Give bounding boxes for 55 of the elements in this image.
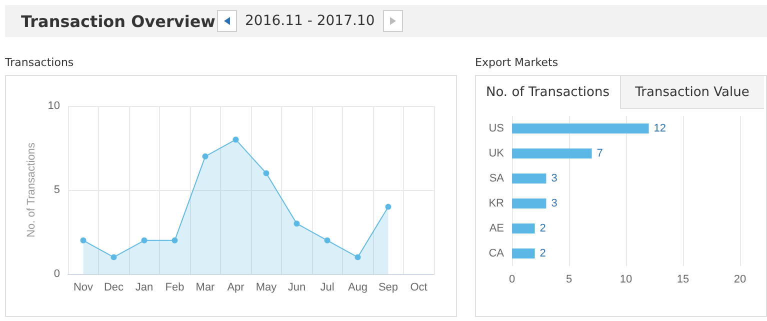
chart-title: Export Markets bbox=[475, 56, 558, 69]
bar bbox=[512, 248, 535, 258]
text: 2016.11 - 2017.10 bbox=[245, 13, 375, 29]
x-tick-label: 20 bbox=[734, 274, 746, 286]
data-label: 7 bbox=[596, 148, 603, 160]
x-tick-label: 10 bbox=[620, 274, 632, 286]
point bbox=[385, 204, 392, 210]
x-tick-label: Oct bbox=[410, 282, 428, 294]
x-tick-label: 5 bbox=[566, 274, 572, 286]
bar bbox=[512, 174, 546, 184]
x-tick-label: Dec bbox=[104, 282, 124, 294]
point bbox=[141, 237, 148, 244]
data-label: 3 bbox=[551, 172, 558, 184]
bar bbox=[512, 224, 535, 234]
point bbox=[294, 220, 300, 227]
point bbox=[232, 136, 239, 143]
y-tick-label: CA bbox=[488, 248, 505, 260]
point bbox=[172, 237, 178, 244]
data-label: 3 bbox=[551, 198, 558, 210]
point bbox=[202, 153, 208, 160]
point bbox=[80, 237, 86, 244]
data-label: 2 bbox=[540, 248, 546, 260]
y-tick-label: UK bbox=[488, 148, 505, 160]
y-tick-label: KR bbox=[488, 198, 504, 210]
x-tick-label: Feb bbox=[165, 282, 184, 294]
text: No. of Transactions bbox=[484, 84, 611, 102]
x-tick-label: Sep bbox=[378, 282, 398, 294]
x-tick-label: Nov bbox=[73, 282, 94, 294]
point bbox=[263, 170, 270, 176]
y-tick-label: SA bbox=[489, 172, 505, 184]
bar bbox=[512, 198, 546, 208]
x-tick-label: Mar bbox=[196, 282, 216, 294]
x-tick-label: Jun bbox=[288, 282, 306, 294]
y-axis-title: No. of Transactions bbox=[25, 142, 38, 238]
chart-title: Transactions bbox=[5, 56, 74, 69]
y-tick-label: US bbox=[488, 122, 504, 134]
text: Transaction Value bbox=[620, 76, 764, 109]
x-tick-label: Aug bbox=[348, 282, 368, 294]
x-tick-label: Apr bbox=[227, 282, 245, 294]
point bbox=[354, 254, 361, 260]
point bbox=[324, 237, 330, 244]
y-tick-label: AE bbox=[489, 222, 504, 234]
bar bbox=[512, 124, 649, 134]
point bbox=[110, 254, 117, 260]
x-tick-label: May bbox=[256, 282, 278, 294]
x-tick-label: Jan bbox=[135, 282, 154, 294]
data-label: 12 bbox=[654, 122, 666, 134]
x-tick-label: Jul bbox=[320, 282, 334, 294]
y-tick-label: 10 bbox=[48, 100, 60, 112]
bar bbox=[512, 148, 592, 158]
y-tick-label: 5 bbox=[54, 184, 60, 196]
x-tick-label: 15 bbox=[676, 274, 690, 286]
text: Transaction Overview bbox=[21, 12, 216, 30]
x-tick-label: 0 bbox=[508, 274, 516, 286]
data-label: 2 bbox=[540, 222, 546, 234]
